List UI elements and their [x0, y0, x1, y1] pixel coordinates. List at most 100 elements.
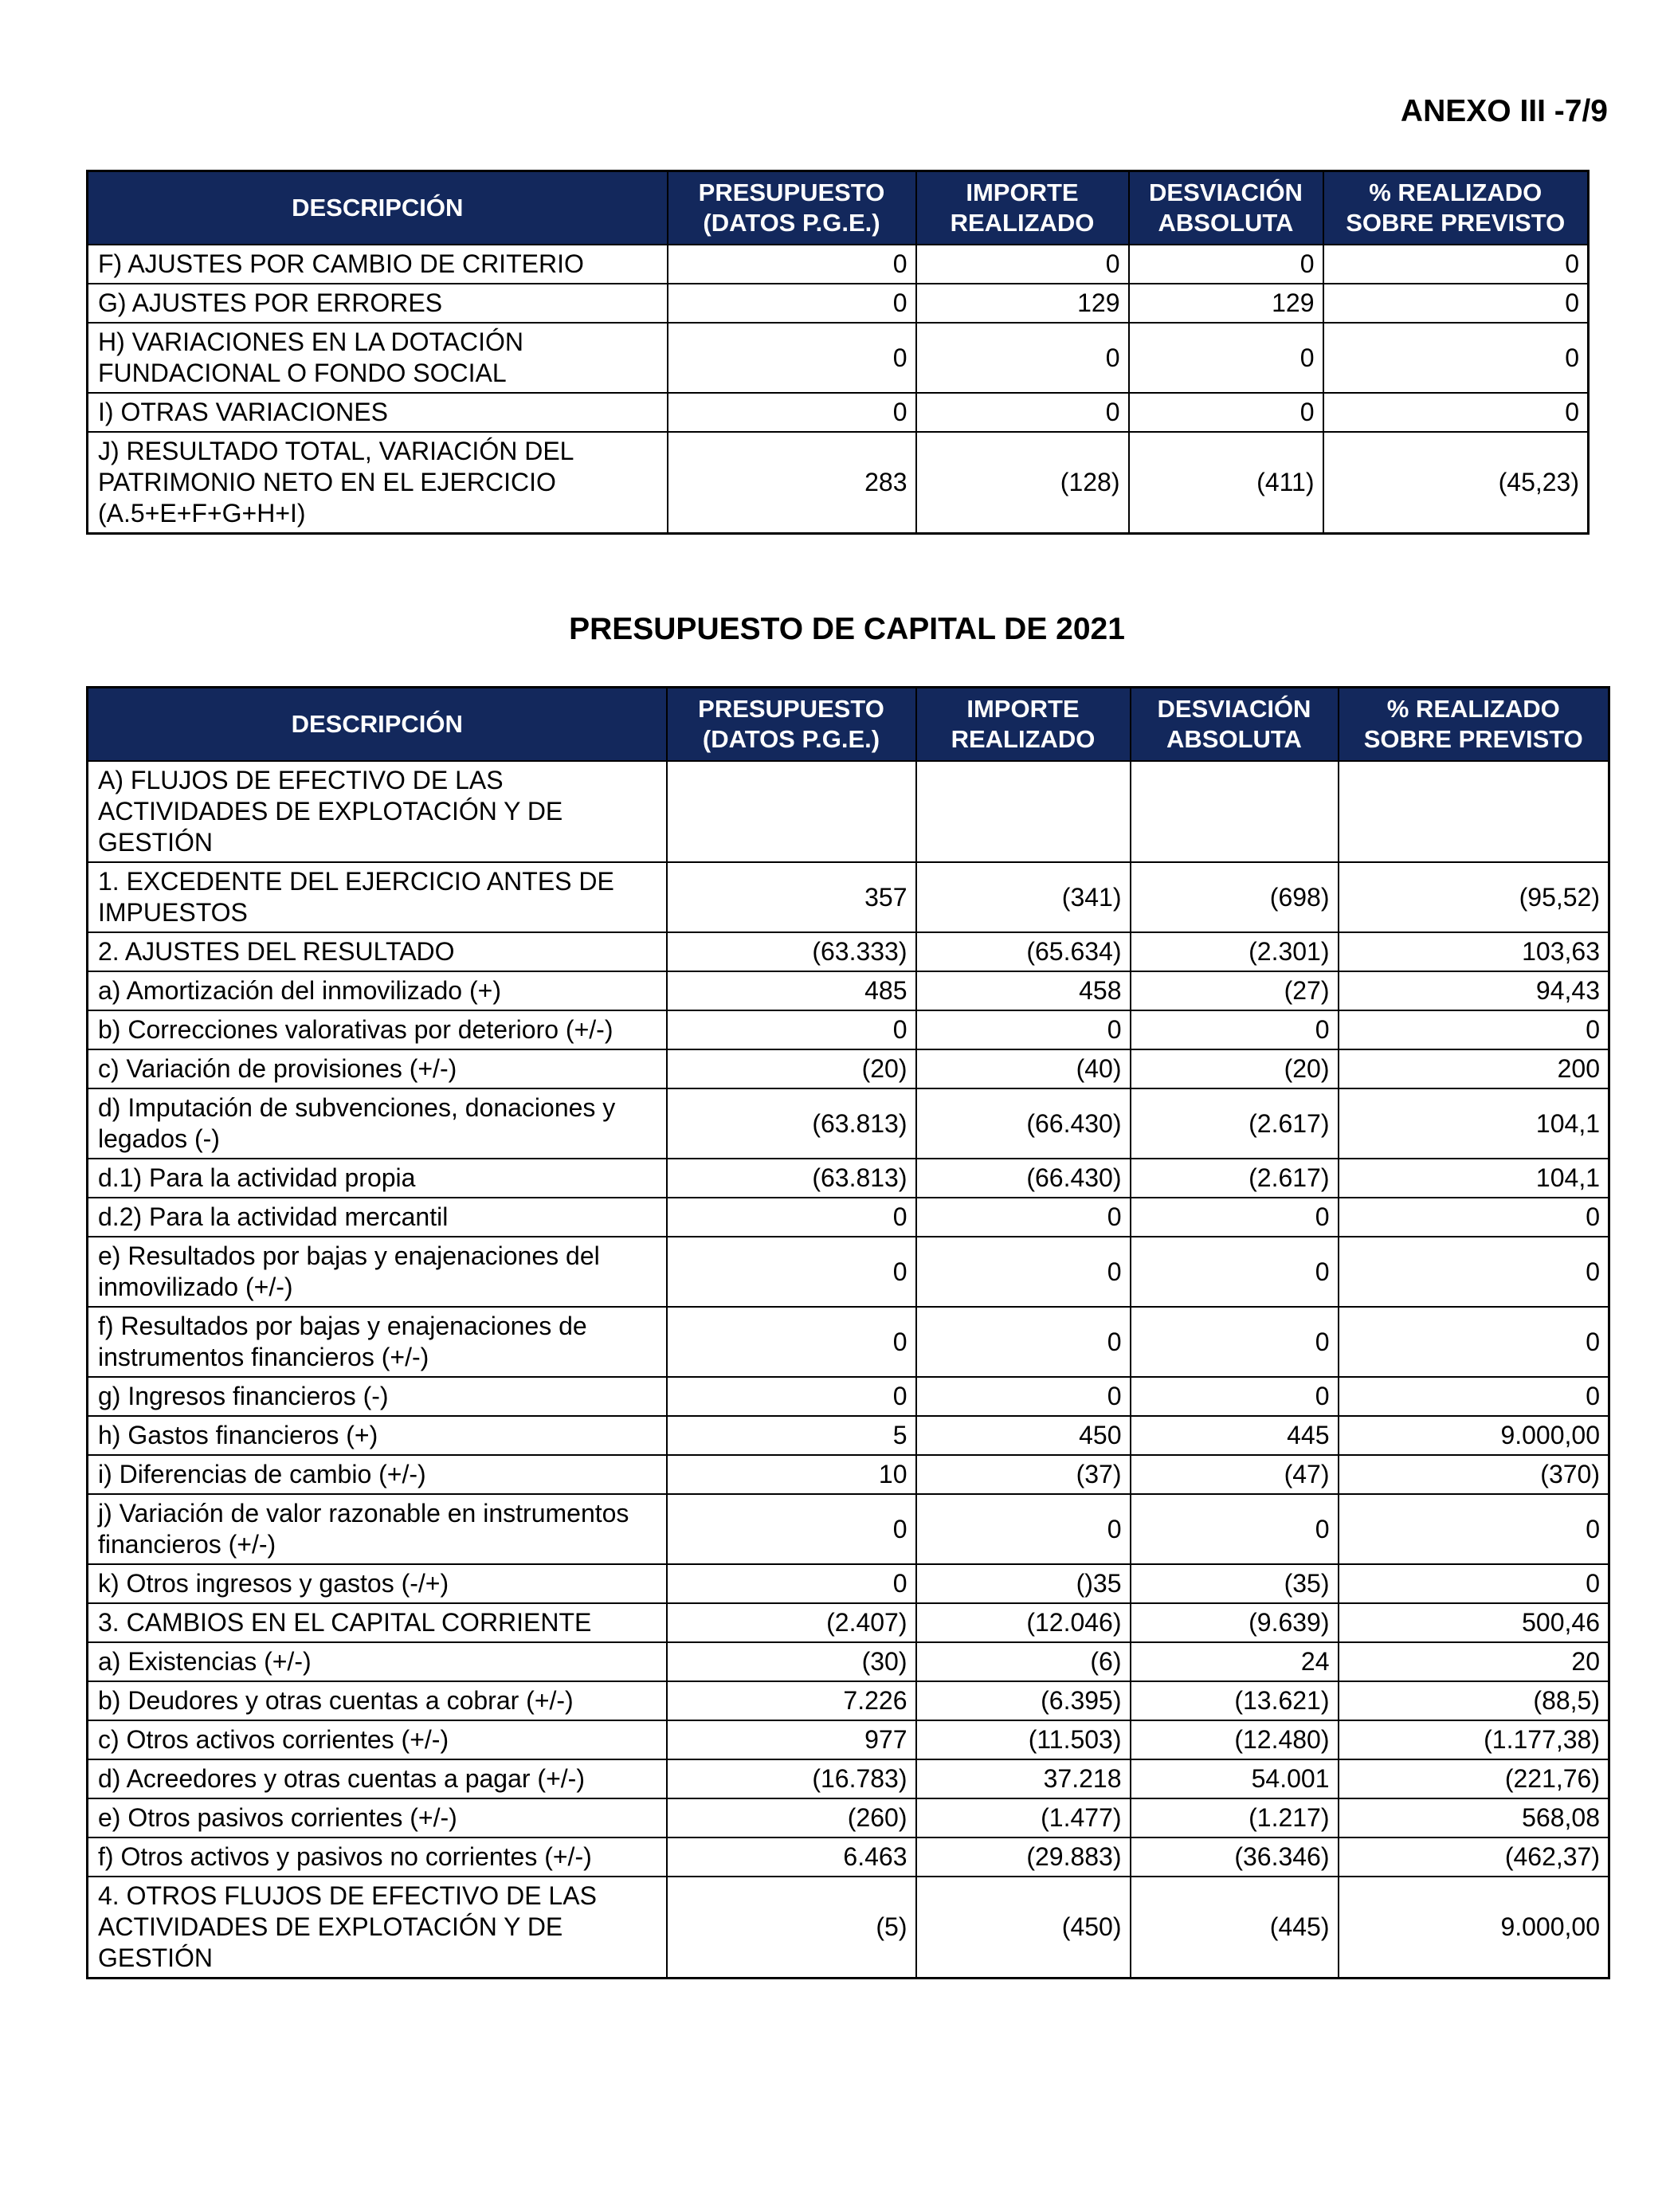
cell: (45,23): [1322, 431, 1590, 535]
cell: 0: [915, 1010, 1131, 1050]
cell: [915, 760, 1131, 863]
cell: (341): [915, 861, 1131, 933]
cell: 0: [915, 322, 1130, 394]
cell: 0: [915, 1306, 1131, 1378]
table-row: F) AJUSTES POR CAMBIO DE CRITERIO 0 0 0 0: [86, 244, 1590, 284]
table-row: J) RESULTADO TOTAL, VARIACIÓN DEL PATRIM…: [86, 431, 1590, 535]
cell: 0: [1337, 1010, 1610, 1050]
cell: (37): [915, 1454, 1131, 1495]
cell: (16.783): [665, 1759, 917, 1799]
cell: (40): [915, 1049, 1131, 1089]
cell: (445): [1129, 1876, 1339, 1979]
header-row: DESCRIPCIÓN PRESUPUESTO (DATOS P.G.E.) IMP…: [86, 170, 1590, 245]
cell: 0: [666, 322, 917, 394]
section-title: PRESUPUESTO DE CAPITAL DE 2021: [569, 612, 1125, 646]
cell: 24: [1129, 1641, 1339, 1682]
row-label: k) Otros ingresos y gastos (-/+): [86, 1563, 668, 1604]
row-label: b) Correcciones valorativas por deterior…: [86, 1010, 668, 1050]
table-row: a) Amortización del inmovilizado (+) 485 4…: [86, 971, 1610, 1011]
row-label: 2. AJUSTES DEL RESULTADO: [86, 931, 668, 972]
row-label: c) Variación de provisiones (+/-): [86, 1049, 668, 1089]
row-label: H) VARIACIONES EN LA DOTACIÓN FUNDACIONA…: [86, 322, 668, 394]
cell: 0: [1337, 1376, 1610, 1417]
header-row: DESCRIPCIÓN PRESUPUESTO (DATOS P.G.E.) IMP…: [86, 686, 1610, 762]
table-row: d) Acreedores y otras cuentas a pagar (+…: [86, 1759, 1610, 1799]
cell: 0: [665, 1010, 917, 1050]
row-label: d.1) Para la actividad propia: [86, 1158, 668, 1198]
row-label: j) Variación de valor razonable en instr…: [86, 1493, 668, 1565]
row-label: d.2) Para la actividad mercantil: [86, 1197, 668, 1237]
table-row: i) Diferencias de cambio (+/-) 10 (37) (47)…: [86, 1454, 1610, 1495]
row-label: G) AJUSTES POR ERRORES: [86, 283, 668, 324]
cell: 7.226: [665, 1681, 917, 1721]
cell: 0: [1337, 1236, 1610, 1308]
row-label: a) Existencias (+/-): [86, 1641, 668, 1682]
cell: 357: [665, 861, 917, 933]
table-head: DESCRIPCIÓN PRESUPUESTO (DATOS P.G.E.) IMP…: [86, 686, 1610, 762]
cell: (2.407): [665, 1602, 917, 1643]
cell: (1.477): [915, 1798, 1131, 1838]
cell: 0: [665, 1493, 917, 1565]
column-header: % REALIZADO SOBRE PREVISTO: [1337, 686, 1610, 762]
row-label: f) Resultados por bajas y enajenaciones …: [86, 1306, 668, 1378]
cell: 103,63: [1337, 931, 1610, 972]
cell: 0: [666, 392, 917, 433]
cell: 0: [665, 1306, 917, 1378]
table-row: g) Ingresos financieros (-) 0 0 0 0: [86, 1376, 1610, 1417]
row-label: e) Resultados por bajas y enajenaciones …: [86, 1236, 668, 1308]
table-row: 2. AJUSTES DEL RESULTADO (63.333) (65.634)…: [86, 931, 1610, 972]
cell: (2.617): [1129, 1158, 1339, 1198]
column-header: DESCRIPCIÓN: [86, 686, 668, 762]
table-body: F) AJUSTES POR CAMBIO DE CRITERIO 0 0 0 0 G) …: [86, 244, 1590, 535]
cell: (2.301): [1129, 931, 1339, 972]
table-row: 1. EXCEDENTE DEL EJERCICIO ANTES DE IMPU…: [86, 861, 1610, 933]
cell: (27): [1129, 971, 1339, 1011]
table-row: b) Correcciones valorativas por deterior…: [86, 1010, 1610, 1050]
cell: 0: [665, 1376, 917, 1417]
cell: 94,43: [1337, 971, 1610, 1011]
cell: (9.639): [1129, 1602, 1339, 1643]
row-label: I) OTRAS VARIACIONES: [86, 392, 668, 433]
row-label: J) RESULTADO TOTAL, VARIACIÓN DEL PATRIM…: [86, 431, 668, 535]
column-header: DESVIACIÓN ABSOLUTA: [1127, 170, 1324, 245]
cell: 10: [665, 1454, 917, 1495]
cell: (6): [915, 1641, 1131, 1682]
cell: (47): [1129, 1454, 1339, 1495]
cell: (29.883): [915, 1837, 1131, 1877]
cell: 458: [915, 971, 1131, 1011]
cell: (1.217): [1129, 1798, 1339, 1838]
row-label: f) Otros activos y pasivos no corrientes…: [86, 1837, 668, 1877]
table-body: A) FLUJOS DE EFECTIVO DE LAS ACTIVIDADES…: [86, 760, 1610, 1979]
cell: (5): [665, 1876, 917, 1979]
table-row: k) Otros ingresos y gastos (-/+) 0 ()35 (35…: [86, 1563, 1610, 1604]
row-label: 3. CAMBIOS EN EL CAPITAL CORRIENTE: [86, 1602, 668, 1643]
row-label: A) FLUJOS DE EFECTIVO DE LAS ACTIVIDADES…: [86, 760, 668, 863]
table-row: 4. OTROS FLUJOS DE EFECTIVO DE LAS ACTIV…: [86, 1876, 1610, 1979]
cell: (6.395): [915, 1681, 1131, 1721]
row-label: a) Amortización del inmovilizado (+): [86, 971, 668, 1011]
cell: 129: [1127, 283, 1324, 324]
cell: 104,1: [1337, 1158, 1610, 1198]
cell: 0: [1127, 322, 1324, 394]
cell: (63.333): [665, 931, 917, 972]
cell: 0: [1129, 1376, 1339, 1417]
cell: (95,52): [1337, 861, 1610, 933]
cell: [665, 760, 917, 863]
cell: 0: [915, 1236, 1131, 1308]
cell: 500,46: [1337, 1602, 1610, 1643]
cell: 977: [665, 1720, 917, 1760]
cell: 0: [1337, 1197, 1610, 1237]
cell: 0: [665, 1197, 917, 1237]
cell: (20): [665, 1049, 917, 1089]
cell: 0: [1129, 1010, 1339, 1050]
table-row: H) VARIACIONES EN LA DOTACIÓN FUNDACIONA…: [86, 322, 1590, 394]
row-label: F) AJUSTES POR CAMBIO DE CRITERIO: [86, 244, 668, 284]
row-label: i) Diferencias de cambio (+/-): [86, 1454, 668, 1495]
cell: 54.001: [1129, 1759, 1339, 1799]
cell: [1129, 760, 1339, 863]
cell: (30): [665, 1641, 917, 1682]
cell: (462,37): [1337, 1837, 1610, 1877]
cell: 0: [666, 283, 917, 324]
table: DESCRIPCIÓN PRESUPUESTO (DATOS P.G.E.) IMP…: [86, 170, 1590, 535]
cell: (370): [1337, 1454, 1610, 1495]
